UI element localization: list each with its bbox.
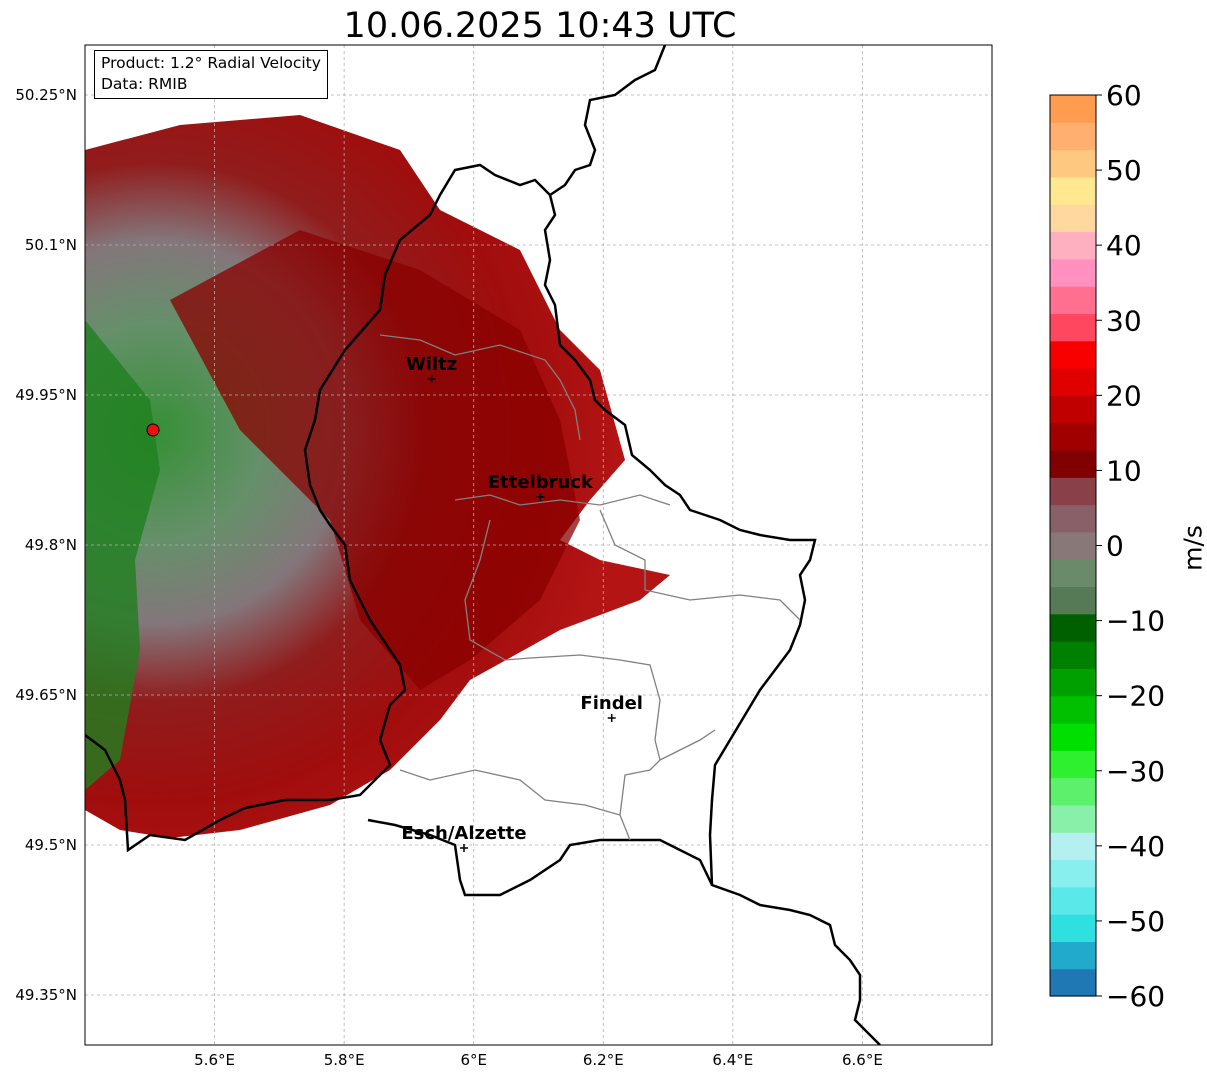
lon-tick-label: 6.6°E xyxy=(842,1051,883,1069)
colorbar-swatch xyxy=(1050,586,1096,615)
colorbar-swatch xyxy=(1050,777,1096,806)
colorbar-tick-label: 40 xyxy=(1106,229,1142,262)
colorbar-tick-label: 30 xyxy=(1106,304,1142,337)
colorbar-swatch xyxy=(1050,968,1096,997)
city-label: Esch/Alzette xyxy=(401,823,526,844)
plot-frame xyxy=(84,44,993,1046)
city-markers: Wiltz Ettelbruck Findel Esch/Alzette xyxy=(401,354,643,852)
velocity-green-core xyxy=(85,320,160,790)
colorbar-swatch xyxy=(1050,914,1096,942)
lon-tick-label: 6.4°E xyxy=(712,1051,753,1069)
colorbar-swatch xyxy=(1050,722,1096,751)
colorbar-swatch xyxy=(1050,859,1096,888)
colorbar-swatch xyxy=(1050,204,1096,233)
colorbar-swatch xyxy=(1050,641,1096,669)
colorbar-swatch xyxy=(1050,258,1096,287)
lat-tick-label: 50.25°N xyxy=(15,86,77,104)
lon-tick-label: 6°E xyxy=(460,1051,487,1069)
colorbar-swatch xyxy=(1050,286,1096,315)
colorbar-tick-label: 60 xyxy=(1106,79,1142,112)
colorbar-tick-label: 50 xyxy=(1106,154,1142,187)
colorbar-tick-label: −10 xyxy=(1106,605,1165,638)
lat-tick-label: 49.35°N xyxy=(15,986,77,1004)
colorbar-swatch xyxy=(1050,231,1096,260)
colorbar-swatch xyxy=(1050,695,1096,724)
longitude-tick-labels: 5.6°E 5.8°E 6°E 6.2°E 6.4°E 6.6°E xyxy=(194,1051,883,1069)
velocity-red-core xyxy=(170,230,580,690)
colorbar-tick-label: −20 xyxy=(1106,680,1165,713)
lat-tick-label: 49.5°N xyxy=(25,836,77,854)
colorbar-swatch xyxy=(1050,149,1096,178)
colorbar-tick-label: −50 xyxy=(1106,905,1165,938)
data-source-label: Data: RMIB xyxy=(101,75,188,93)
product-info-box: Product: 1.2° Radial Velocity Data: RMIB xyxy=(94,50,328,99)
colorbar-swatch xyxy=(1050,340,1096,369)
lat-tick-label: 50.1°N xyxy=(25,236,77,254)
city-marker-icon xyxy=(536,493,545,501)
colorbar-swatch xyxy=(1050,750,1096,779)
product-label: Product: 1.2° Radial Velocity xyxy=(101,54,321,72)
colorbar-swatch xyxy=(1050,886,1096,915)
colorbar-swatch xyxy=(1050,449,1096,478)
colorbar-swatch xyxy=(1050,95,1096,123)
colorbar-tick-label: −60 xyxy=(1106,980,1165,1013)
colorbar-swatch xyxy=(1050,832,1096,861)
latitude-tick-labels: 50.25°N 50.1°N 49.95°N 49.8°N 49.65°N 49.5°N 4… xyxy=(15,86,77,1004)
city-marker-icon xyxy=(607,714,616,722)
colorbar-swatch xyxy=(1050,395,1096,424)
colorbar-swatch xyxy=(1050,668,1096,697)
colorbar: 60 50 40 30 20 10 0 −10 −20 −30 −40 −50 −60 xyxy=(1049,79,1165,1013)
colorbar-swatch xyxy=(1050,804,1096,833)
city-label: Wiltz xyxy=(406,354,457,375)
national-border xyxy=(367,818,714,897)
colorbar-swatch xyxy=(1050,559,1096,588)
colorbar-swatch xyxy=(1050,941,1096,970)
city-label: Ettelbruck xyxy=(488,472,594,493)
lat-tick-label: 49.95°N xyxy=(15,386,77,404)
lon-tick-label: 5.6°E xyxy=(194,1051,235,1069)
map-title: 10.06.2025 10:43 UTC xyxy=(343,6,737,46)
colorbar-tick-label: 0 xyxy=(1106,530,1124,563)
colorbar-swatch xyxy=(1050,613,1096,642)
colorbar-tick-label: 20 xyxy=(1106,379,1142,412)
colorbar-swatch xyxy=(1050,477,1096,506)
lat-tick-label: 49.65°N xyxy=(15,686,77,704)
city-marker-icon xyxy=(427,375,436,383)
colorbar-swatch xyxy=(1050,504,1096,533)
colorbar-swatch xyxy=(1050,422,1096,451)
colorbar-swatch xyxy=(1050,176,1096,205)
colorbar-swatch xyxy=(1050,531,1096,560)
colorbar-swatch xyxy=(1050,368,1096,396)
lon-tick-label: 6.2°E xyxy=(583,1051,624,1069)
lon-tick-label: 5.8°E xyxy=(324,1051,365,1069)
national-border xyxy=(85,163,551,853)
national-border xyxy=(543,45,881,1045)
colorbar-tick-label: 10 xyxy=(1106,454,1142,487)
city-marker-icon xyxy=(459,844,468,852)
city-label: Findel xyxy=(580,693,643,714)
radar-site-marker xyxy=(146,423,160,437)
colorbar-tick-label: −40 xyxy=(1106,830,1165,863)
colorbar-swatch xyxy=(1050,122,1096,151)
colorbar-tick-label: −30 xyxy=(1106,755,1165,788)
lat-tick-label: 49.8°N xyxy=(25,536,77,554)
colorbar-unit-label: m/s xyxy=(1178,525,1207,571)
colorbar-swatch xyxy=(1050,313,1096,342)
canton-borders xyxy=(379,334,801,841)
